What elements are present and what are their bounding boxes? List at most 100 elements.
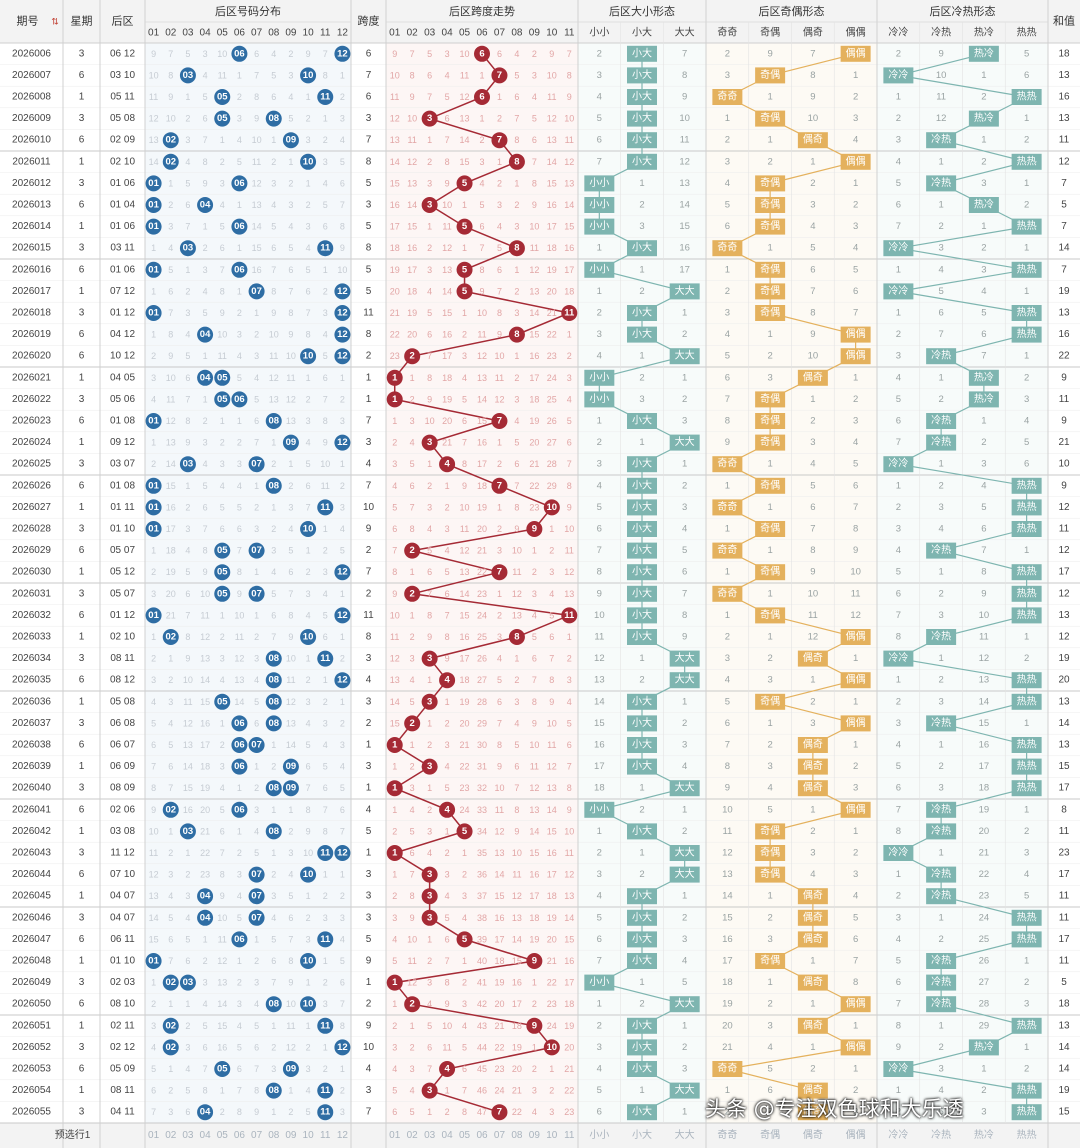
sort-arrows-icon[interactable]: ⇅	[51, 17, 59, 27]
omission-value: 14	[390, 697, 400, 707]
omission-value: 2	[151, 459, 156, 469]
hot-pattern-label: 热热	[1017, 565, 1037, 578]
omission-value: 8	[462, 1107, 467, 1117]
omission-value: 17	[529, 373, 539, 383]
omission-value: 4	[1024, 416, 1029, 427]
omission-value: 5	[168, 913, 173, 923]
size-pattern-label: 小小	[589, 263, 609, 275]
omission-value: 2	[288, 481, 293, 491]
back-ball-label: 09	[286, 1064, 297, 1075]
omission-value: 22	[979, 869, 990, 880]
omission-value: 34	[477, 826, 487, 836]
size-pattern-label: 小大	[632, 1040, 652, 1053]
hot-pattern-label: 热热	[1017, 522, 1037, 535]
omission-value: 5	[725, 351, 730, 362]
omission-value: 8	[237, 567, 242, 577]
size-group-header: 后区大小形态	[609, 4, 675, 18]
omission-value: 1	[514, 351, 519, 361]
omission-value: 2	[323, 1064, 328, 1074]
omission-value: 1	[220, 416, 225, 426]
omission-value: 16	[200, 718, 210, 728]
omission-value: 6	[497, 49, 502, 59]
omission-value: 2	[896, 502, 901, 513]
size-pattern-label: 大大	[675, 997, 695, 1010]
omission-value: 3	[896, 718, 901, 729]
omission-value: 2	[853, 394, 858, 405]
back-cell: 05 07	[110, 545, 135, 556]
omission-value: 2	[639, 675, 644, 686]
omission-value: 1	[567, 632, 572, 642]
omission-value: 2	[514, 675, 519, 685]
omission-value: 7	[479, 243, 484, 253]
omission-value: 3	[185, 524, 190, 534]
sum-cell: 11	[1059, 524, 1070, 535]
span-ball	[421, 866, 438, 883]
omission-value: 4	[323, 589, 328, 599]
omission-value: 10	[442, 1021, 452, 1031]
omission-value: 22	[200, 848, 210, 858]
back-ball	[317, 650, 334, 667]
back-cell: 04 07	[110, 912, 135, 923]
period-cell: 2026031	[12, 588, 51, 599]
omission-value: 8	[288, 308, 293, 318]
omission-value: 5	[810, 243, 815, 254]
omission-value: 5	[896, 394, 901, 405]
omission-value: 1	[220, 135, 225, 145]
omission-value: 6	[896, 977, 901, 988]
omission-value: 1	[549, 524, 554, 534]
back-ball-label: 09	[286, 761, 297, 772]
omission-value: 15	[407, 222, 417, 232]
period-cell: 2026021	[12, 372, 51, 383]
omission-value: 1	[323, 870, 328, 880]
parity-pattern-label: 偶奇	[803, 738, 823, 751]
parity-pattern-box	[797, 758, 828, 775]
omission-value: 21	[477, 546, 487, 556]
omission-value: 4	[392, 934, 397, 944]
omission-value: 2	[597, 48, 602, 59]
omission-value: 2	[682, 1042, 687, 1053]
back-ball	[197, 369, 214, 386]
span-ball	[491, 67, 508, 84]
omission-value: 3	[323, 913, 328, 923]
omission-value: 1	[392, 870, 397, 880]
omission-value: 2	[938, 761, 943, 772]
back-ball-label: 05	[217, 1064, 228, 1075]
omission-value: 15	[477, 416, 487, 426]
omission-value: 10	[529, 222, 539, 232]
parity-pattern-box	[712, 1061, 743, 1077]
footer-parity: 奇奇	[717, 1128, 737, 1141]
omission-value: 4	[271, 49, 276, 59]
omission-value: 11	[565, 546, 574, 556]
omission-value: 3	[567, 675, 572, 685]
omission-value: 3	[220, 459, 225, 469]
parity-pattern-box	[797, 888, 828, 905]
omission-value: 3	[725, 308, 730, 319]
omission-value: 5	[445, 92, 450, 102]
hot-pattern-label: 热热	[1017, 694, 1037, 707]
omission-value: 6	[185, 589, 190, 599]
omission-value: 2	[682, 480, 687, 491]
parity-pattern-box	[797, 780, 828, 797]
omission-value: 1	[532, 546, 537, 556]
omission-value: 9	[853, 545, 858, 556]
back-ball-label: 02	[165, 1042, 176, 1053]
back-ball	[197, 888, 214, 905]
span-ball	[508, 326, 525, 343]
back-ball	[145, 197, 162, 213]
span-group-header: 后区跨度走势	[449, 4, 515, 18]
omission-value: 12	[679, 156, 690, 167]
omission-value: 26	[477, 654, 487, 664]
omission-value: 3	[203, 438, 208, 448]
hot-pattern-box	[1011, 521, 1042, 537]
omission-value: 18	[512, 1021, 522, 1031]
back-ball	[162, 1017, 179, 1034]
omission-value: 2	[427, 805, 432, 815]
back-cell: 01 06	[110, 178, 135, 189]
size-pattern-label: 小小	[589, 371, 609, 383]
omission-value: 5	[340, 783, 345, 793]
back-cell: 06 11	[110, 934, 135, 945]
omission-value: 11	[200, 610, 209, 620]
omission-value: 13	[564, 589, 574, 599]
omission-value: 15	[442, 308, 452, 318]
